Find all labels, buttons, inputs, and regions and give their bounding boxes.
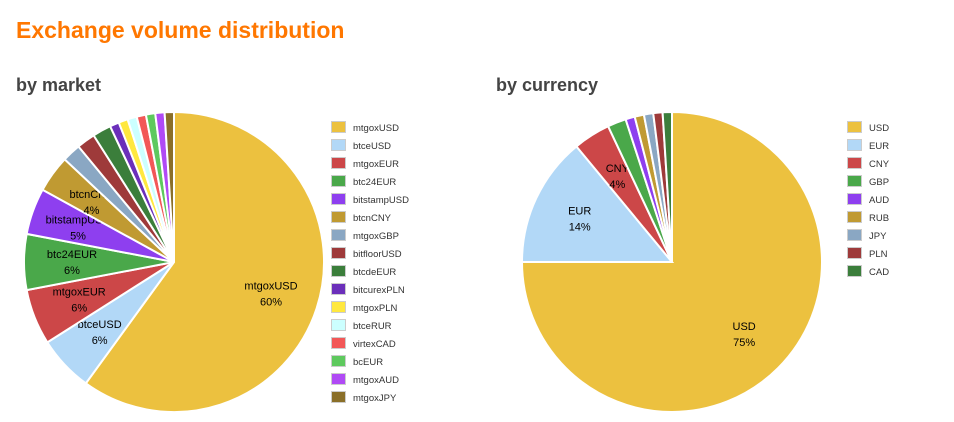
market-slice-percent: 5% [70, 230, 86, 242]
currency-legend-swatch [847, 139, 862, 151]
market-legend-label[interactable]: mtgoxEUR [353, 159, 399, 170]
market-slice-label: mtgoxUSD [244, 281, 297, 293]
market-slice-label: btceUSD [78, 319, 122, 331]
currency-chart-title: by currency [496, 75, 599, 95]
currency-legend-swatch [847, 211, 862, 223]
market-legend-swatch [331, 121, 346, 133]
market-legend-swatch [331, 247, 346, 259]
market-legend-label[interactable]: btcdeEUR [353, 267, 396, 278]
market-legend-label[interactable]: btceRUR [353, 321, 392, 332]
market-slice-percent: 4% [84, 205, 100, 217]
market-legend-swatch [331, 373, 346, 385]
market-legend-swatch [331, 157, 346, 169]
market-slice-mtgoxUSD[interactable] [84, 110, 325, 413]
currency-legend-label[interactable]: CNY [869, 159, 890, 170]
currency-slice-percent: 4% [609, 179, 625, 191]
market-legend-swatch [331, 355, 346, 367]
market-legend-label[interactable]: mtgoxAUD [353, 375, 399, 386]
currency-slice-percent: 75% [733, 337, 755, 349]
market-slice-label: btc24EUR [47, 249, 97, 261]
currency-legend-label[interactable]: EUR [869, 141, 889, 152]
currency-slice-EUR[interactable] [520, 145, 675, 263]
currency-slice-label: CNY [606, 163, 630, 175]
currency-legend-swatch [847, 193, 862, 205]
market-slice-percent: 60% [260, 297, 282, 309]
currency-legend-swatch [847, 157, 862, 169]
market-legend-label[interactable]: bitcurexPLN [353, 285, 405, 296]
market-slice-label: mtgoxEUR [53, 287, 106, 299]
market-slice-percent: 6% [92, 335, 108, 347]
currency-legend-label[interactable]: GBP [869, 177, 889, 188]
market-legend-swatch [331, 175, 346, 187]
market-legend-swatch [331, 265, 346, 277]
market-slice-mtgoxJPY[interactable] [163, 110, 175, 263]
currency-slice-USD[interactable] [520, 110, 823, 413]
market-chart-title: by market [16, 75, 102, 95]
currency-legend-swatch [847, 229, 862, 241]
currency-slice-CAD[interactable] [661, 110, 673, 263]
market-legend-label[interactable]: virtexCAD [353, 339, 396, 350]
currency-legend-label[interactable]: RUB [869, 213, 889, 224]
market-slice-percent: 6% [64, 265, 80, 277]
currency-legend-swatch [847, 121, 862, 133]
currency-legend-swatch [847, 175, 862, 187]
market-legend-swatch [331, 283, 346, 295]
market-legend-label[interactable]: bitstampUSD [353, 195, 409, 206]
currency-legend-label[interactable]: JPY [869, 231, 887, 242]
market-legend-swatch [331, 301, 346, 313]
market-legend-swatch [331, 211, 346, 223]
market-legend-label[interactable]: btceUSD [353, 141, 391, 152]
market-legend-swatch [331, 319, 346, 331]
market-legend-label[interactable]: mtgoxJPY [353, 393, 397, 404]
market-legend-label[interactable]: bitfloorUSD [353, 249, 402, 260]
page-title: Exchange volume distribution [16, 17, 345, 43]
market-legend-label[interactable]: btc24EUR [353, 177, 396, 188]
currency-legend-label[interactable]: PLN [869, 249, 888, 260]
market-legend-swatch [331, 337, 346, 349]
market-legend-label[interactable]: mtgoxGBP [353, 231, 399, 242]
currency-legend-label[interactable]: AUD [869, 195, 889, 206]
market-legend-swatch [331, 139, 346, 151]
market-legend-label[interactable]: btcnCNY [353, 213, 392, 224]
market-slice-percent: 6% [71, 303, 87, 315]
currency-legend-label[interactable]: USD [869, 123, 889, 134]
market-legend-label[interactable]: mtgoxUSD [353, 123, 399, 134]
currency-slice-label: USD [733, 321, 756, 333]
market-legend-swatch [331, 229, 346, 241]
market-legend-swatch [331, 391, 346, 403]
currency-slice-label: EUR [568, 206, 591, 218]
currency-legend-swatch [847, 265, 862, 277]
currency-legend-label[interactable]: CAD [869, 267, 889, 278]
currency-legend-swatch [847, 247, 862, 259]
currency-slice-percent: 14% [569, 222, 591, 234]
market-legend-label[interactable]: bcEUR [353, 357, 383, 368]
market-legend-swatch [331, 193, 346, 205]
market-legend-label[interactable]: mtgoxPLN [353, 303, 397, 314]
